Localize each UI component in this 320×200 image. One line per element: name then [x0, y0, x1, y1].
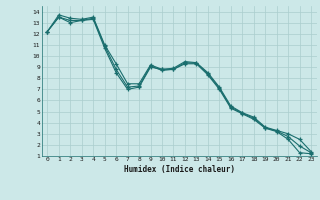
- X-axis label: Humidex (Indice chaleur): Humidex (Indice chaleur): [124, 165, 235, 174]
